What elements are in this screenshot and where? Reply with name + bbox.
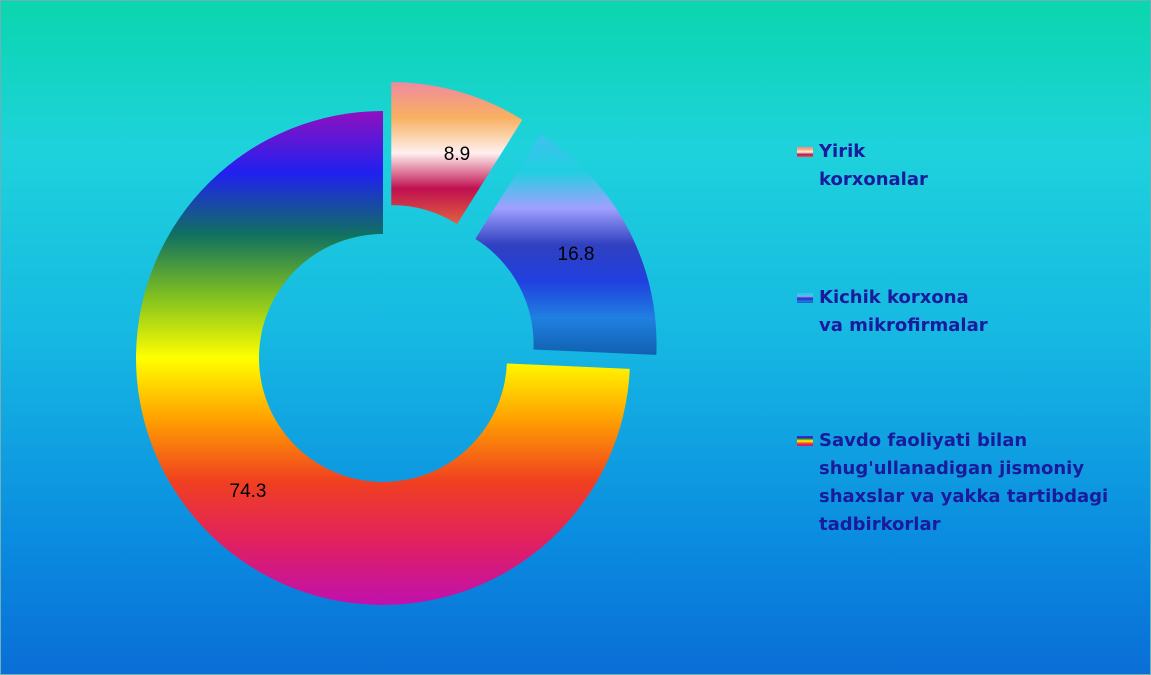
legend-swatch	[797, 147, 813, 157]
donut-slice	[475, 134, 657, 355]
legend-swatch	[797, 293, 813, 303]
donut-slice	[391, 82, 523, 225]
data-label: 74.3	[230, 481, 267, 502]
legend-item: Savdo faoliyati bilan shug'ullanadigan j…	[797, 427, 1109, 539]
legend-label: Kichik korxona va mikrofirmalar	[819, 287, 988, 336]
legend-label: Yirik korxonalar	[819, 141, 928, 190]
legend-label: Savdo faoliyati bilan shug'ullanadigan j…	[819, 430, 1109, 535]
legend-item: Kichik korxona va mikrofirmalar	[797, 284, 994, 340]
data-label: 16.8	[558, 244, 595, 265]
data-label: 8.9	[444, 144, 470, 165]
legend-swatch	[797, 436, 813, 446]
legend-item: Yirik korxonalar	[797, 138, 929, 194]
donut-slice	[136, 111, 630, 605]
